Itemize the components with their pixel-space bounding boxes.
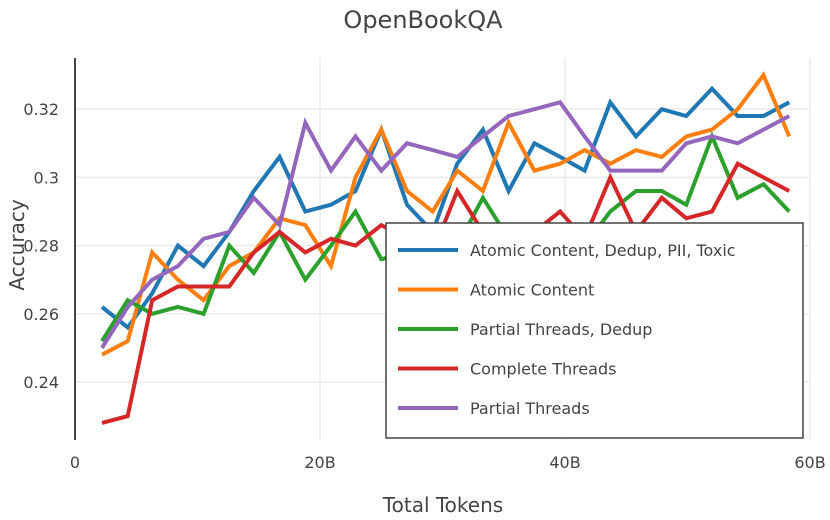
y-tick-label: 0.28 <box>23 237 59 256</box>
legend-label: Atomic Content, Dedup, PII, Toxic <box>470 241 736 260</box>
series-line-4 <box>101 161 791 425</box>
x-tick-label: 0 <box>70 453 80 472</box>
y-tick-label: 0.3 <box>34 168 59 187</box>
legend-label: Atomic Content <box>470 281 594 300</box>
x-axis-label: Total Tokens <box>382 493 503 517</box>
x-tick-label: 40B <box>549 453 580 472</box>
x-tick-label: 60B <box>794 453 825 472</box>
legend-label: Partial Threads <box>470 399 590 418</box>
legend: Atomic Content, Dedup, PII, Toxic Atomic … <box>385 222 804 439</box>
series-line-5 <box>100 100 791 349</box>
series-line-1 <box>100 85 791 331</box>
y-tick-label: 0.24 <box>23 373 59 392</box>
legend-label: Partial Threads, Dedup <box>470 320 652 339</box>
legend-label: Complete Threads <box>470 360 616 379</box>
y-tick-label: 0.32 <box>23 100 59 119</box>
x-tick-label: 20B <box>304 453 335 472</box>
series-layer <box>100 71 792 425</box>
y-tick-label: 0.26 <box>23 305 59 324</box>
axes: 0.24 0.26 0.28 0.3 0.32 0 20B 40B 60B <box>23 58 826 472</box>
y-axis-label: Accuracy <box>5 199 29 290</box>
chart-title: OpenBookQA <box>343 6 503 34</box>
